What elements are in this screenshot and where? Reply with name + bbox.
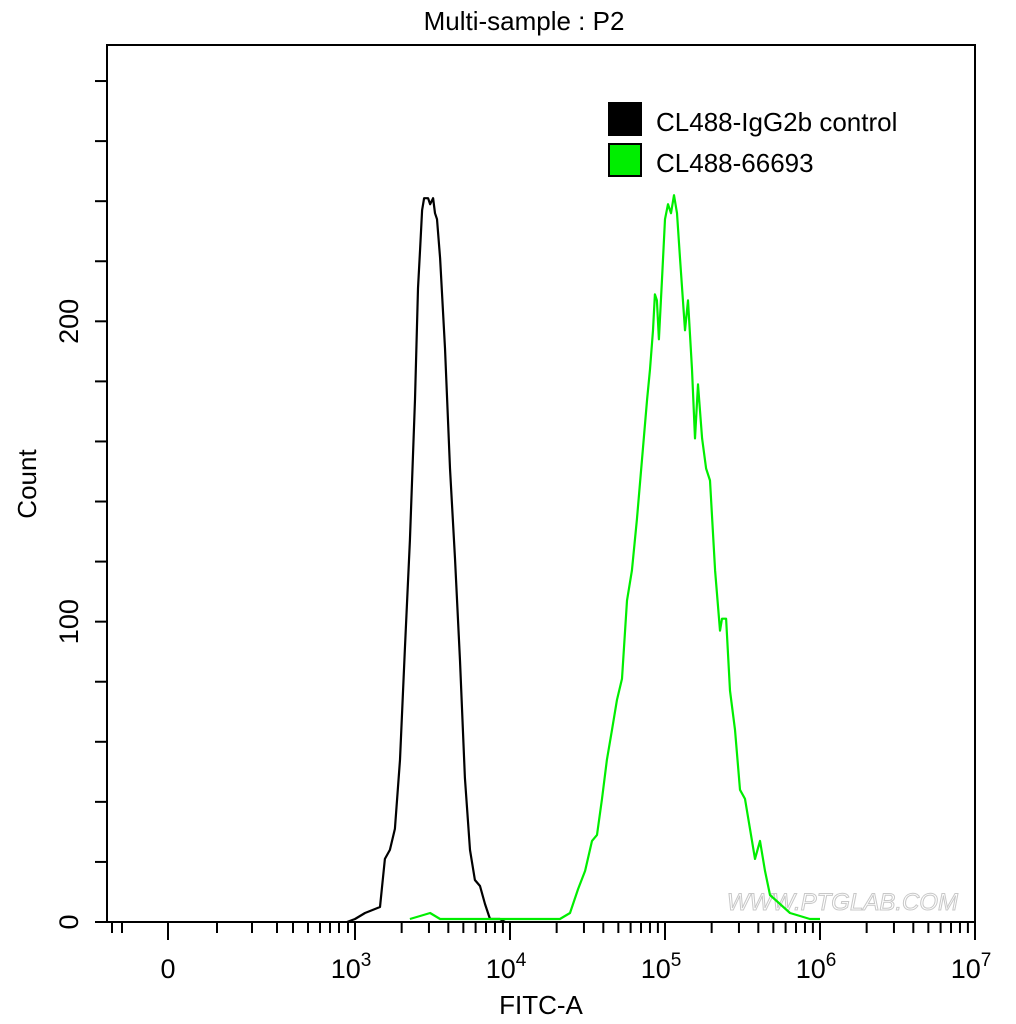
x-tick-label: 105 [641, 950, 682, 984]
watermark: WWW.PTGLAB.COM [727, 889, 958, 916]
plot-frame [106, 44, 976, 923]
x-tick-label: 103 [331, 950, 372, 984]
legend-label-sample: CL488-66693 [656, 148, 814, 178]
x-tick-label: 107 [951, 950, 992, 984]
axis-ticks [95, 80, 976, 940]
legend-swatch-control [608, 102, 642, 136]
x-axis-label: FITC-A [499, 990, 583, 1020]
x-tick-labels: 0 103 104 105 106 107 [160, 950, 991, 984]
chart-title: Multi-sample : P2 [424, 6, 625, 36]
legend-swatch-sample [608, 143, 642, 177]
y-tick-label: 200 [54, 299, 84, 344]
legend: CL488-IgG2b control CL488-66693 [608, 102, 897, 178]
x-tick-label: 0 [160, 954, 175, 984]
x-tick-label: 104 [486, 950, 527, 984]
y-tick-label: 0 [54, 914, 84, 929]
x-tick-label: 106 [796, 950, 837, 984]
series-lines [346, 194, 820, 924]
series-line-sample [409, 194, 820, 921]
y-axis-label: Count [12, 449, 42, 519]
y-tick-label: 100 [54, 599, 84, 644]
y-tick-labels: 0 100 200 [54, 299, 84, 930]
series-line-control [346, 197, 506, 924]
legend-label-control: CL488-IgG2b control [656, 107, 897, 137]
